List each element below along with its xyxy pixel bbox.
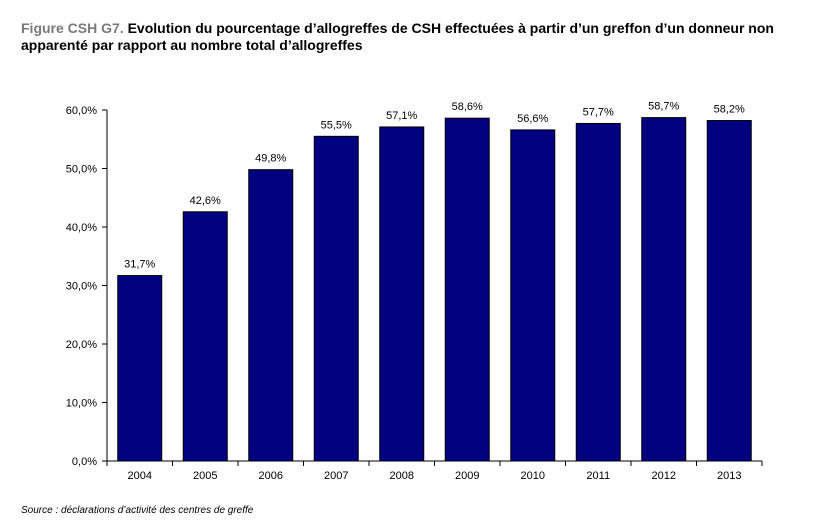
- data-label-2008: 57,1%: [386, 110, 417, 122]
- data-label-2009: 58,6%: [452, 101, 483, 113]
- data-label-2006: 49,8%: [255, 153, 286, 165]
- bar-2010: [510, 129, 556, 462]
- x-tick-label-2009: 2009: [455, 470, 479, 482]
- y-tick-label: 40,0%: [66, 222, 97, 234]
- x-tick-label-2008: 2008: [390, 470, 414, 482]
- bar-2011: [575, 122, 621, 462]
- x-tick-label-2004: 2004: [128, 470, 152, 482]
- y-tick-label: 30,0%: [66, 281, 97, 293]
- bar-2009: [444, 117, 490, 462]
- y-tick-label: 10,0%: [66, 398, 97, 410]
- figure-label: Figure CSH G7.: [21, 20, 124, 36]
- figure-title: Evolution du pourcentage d’allogreffes d…: [21, 20, 774, 53]
- x-tick-label-2012: 2012: [652, 470, 676, 482]
- x-tick-label-2007: 2007: [324, 470, 348, 482]
- x-tick-label-2005: 2005: [193, 470, 217, 482]
- data-label-2013: 58,2%: [714, 104, 745, 116]
- y-tick-label: 20,0%: [66, 339, 97, 351]
- data-label-2010: 56,6%: [517, 113, 548, 125]
- y-tick-label: 60,0%: [66, 105, 97, 117]
- data-label-2012: 58,7%: [648, 101, 679, 113]
- data-label-2005: 42,6%: [190, 195, 221, 207]
- y-tick-label: 50,0%: [66, 164, 97, 176]
- chart-title: Figure CSH G7. Evolution du pourcentage …: [21, 20, 821, 54]
- source-note: Source : déclarations d’activité des cen…: [21, 505, 254, 516]
- bar-2012: [641, 117, 687, 462]
- data-label-2004: 31,7%: [124, 259, 155, 271]
- x-tick-label-2010: 2010: [521, 470, 545, 482]
- bar-2006: [248, 169, 294, 462]
- data-label-2011: 57,7%: [583, 106, 614, 118]
- bar-2008: [379, 126, 425, 462]
- bar-2004: [117, 275, 163, 462]
- x-tick-label-2006: 2006: [259, 470, 283, 482]
- bar-2005: [182, 211, 228, 462]
- bar-2007: [313, 135, 359, 462]
- bar-2013: [706, 120, 752, 462]
- data-label-2007: 55,5%: [321, 119, 352, 131]
- x-tick-label-2011: 2011: [586, 470, 610, 482]
- x-tick-label-2013: 2013: [717, 470, 741, 482]
- y-tick-label: 0,0%: [72, 456, 97, 468]
